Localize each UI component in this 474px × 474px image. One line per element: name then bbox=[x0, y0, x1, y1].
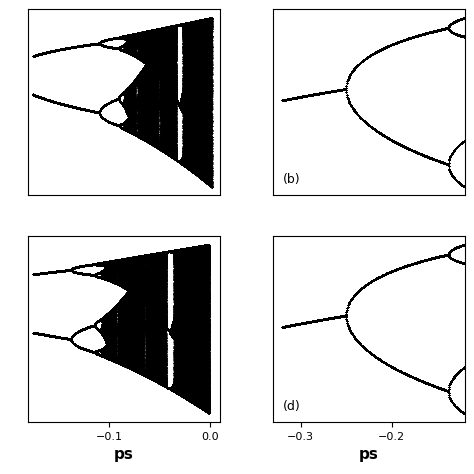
X-axis label: ps: ps bbox=[359, 447, 379, 462]
X-axis label: ps: ps bbox=[114, 447, 134, 462]
Text: (b): (b) bbox=[283, 173, 301, 186]
Text: (d): (d) bbox=[283, 400, 301, 412]
